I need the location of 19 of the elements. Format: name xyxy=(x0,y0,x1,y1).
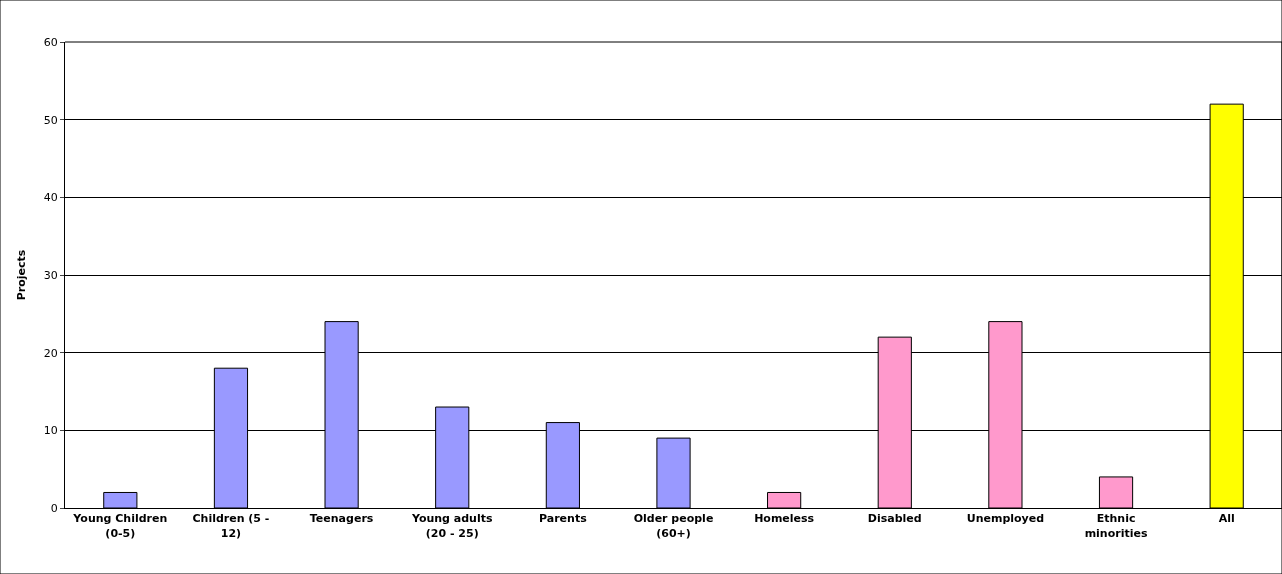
y-tick-label: 40 xyxy=(43,191,58,205)
y-tick-label: 60 xyxy=(43,35,58,49)
y-axis-title: Projects xyxy=(15,249,29,301)
y-tick-label: 50 xyxy=(43,113,58,127)
x-tick-label: Older people (60+) xyxy=(633,512,714,540)
y-tick-label: 20 xyxy=(43,346,58,360)
y-tick-label: 10 xyxy=(43,424,58,438)
x-tick-label: All xyxy=(1218,512,1235,526)
x-tick-label: Teenagers xyxy=(309,512,374,526)
x-tick-label: Homeless xyxy=(754,512,815,526)
x-tick-label: Children (5 - 12) xyxy=(192,512,270,540)
x-tick-label: Parents xyxy=(539,512,588,526)
x-tick-label: Young adults (20 - 25) xyxy=(410,512,493,540)
x-tick-label: Disabled xyxy=(867,512,922,526)
x-tick-label: Ethnic minorities xyxy=(1084,512,1148,540)
x-tick-label: Young Children (0-5) xyxy=(72,512,168,540)
x-tick-label: Unemployed xyxy=(966,512,1045,526)
y-tick-label: 0 xyxy=(50,501,58,515)
y-tick-label: 30 xyxy=(43,268,58,282)
